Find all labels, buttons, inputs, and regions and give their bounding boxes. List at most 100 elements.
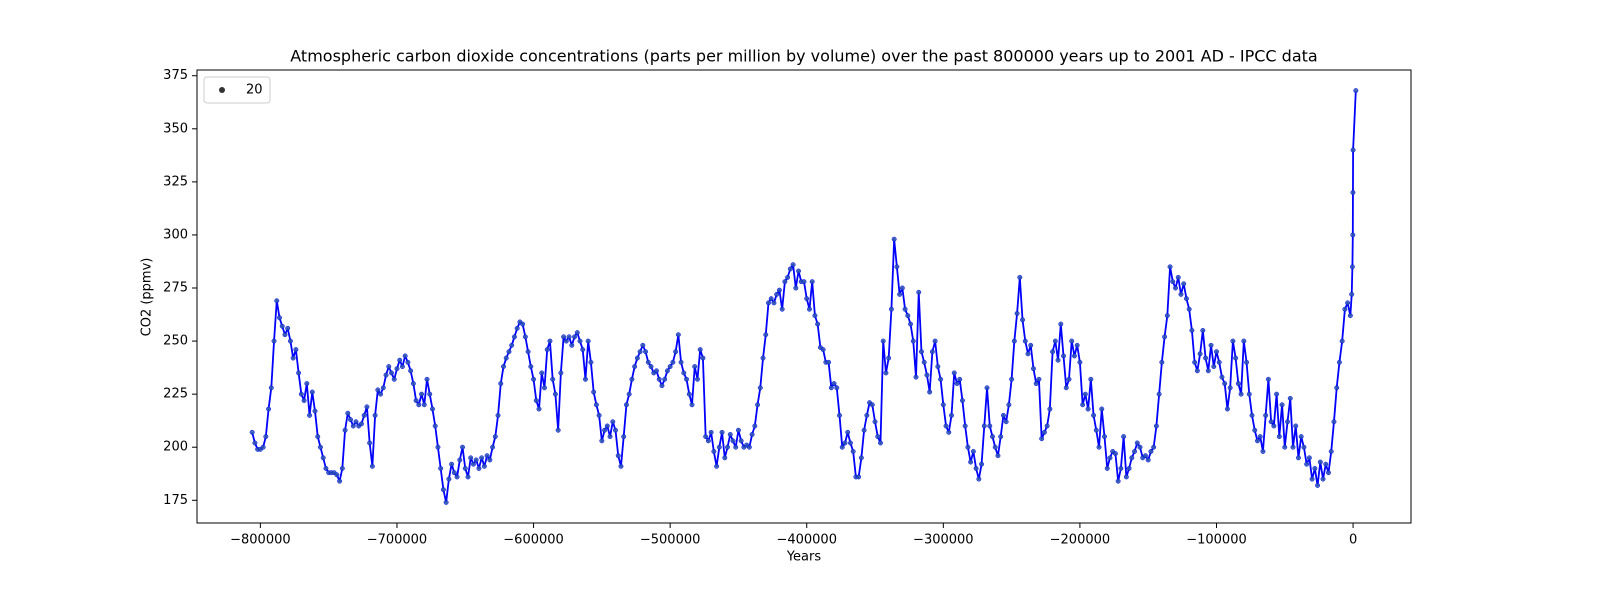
data-point — [1020, 317, 1025, 323]
data-point — [1066, 376, 1072, 382]
data-point — [1265, 376, 1271, 382]
data-point — [757, 385, 763, 391]
data-point — [681, 370, 687, 376]
data-point — [850, 449, 856, 454]
data-point — [815, 321, 821, 327]
data-point — [634, 355, 640, 361]
x-tick-label: −400000 — [776, 533, 837, 548]
data-point — [533, 398, 539, 403]
data-point — [492, 434, 498, 440]
data-point — [1000, 412, 1006, 418]
data-point — [670, 359, 676, 365]
data-point — [1230, 338, 1236, 344]
data-point — [389, 370, 394, 376]
data-point — [249, 429, 255, 435]
data-point — [503, 355, 509, 361]
data-point — [525, 349, 531, 355]
data-point — [771, 300, 777, 306]
data-point — [949, 412, 954, 418]
data-point — [894, 264, 900, 270]
data-point — [1349, 264, 1355, 270]
data-point — [774, 291, 780, 297]
data-point — [875, 434, 881, 440]
data-point — [725, 444, 730, 450]
data-point — [880, 338, 886, 344]
data-point — [391, 376, 397, 382]
data-point — [520, 321, 526, 327]
data-point — [279, 323, 285, 329]
data-point — [1214, 349, 1219, 355]
data-point — [667, 364, 673, 370]
data-point — [1115, 478, 1121, 484]
data-point — [842, 440, 848, 446]
data-point — [454, 474, 460, 480]
data-point — [760, 355, 766, 361]
data-point — [1349, 291, 1355, 297]
data-point — [1052, 338, 1058, 344]
data-point — [583, 376, 588, 382]
data-point — [714, 463, 720, 469]
data-point — [353, 419, 359, 425]
data-point — [1304, 461, 1310, 467]
x-tick-label: −500000 — [640, 533, 701, 548]
data-point — [897, 291, 903, 297]
data-point — [1164, 313, 1170, 319]
data-point — [487, 457, 493, 463]
data-point — [716, 444, 722, 450]
data-point — [509, 342, 515, 348]
data-point — [552, 391, 558, 397]
data-point — [342, 427, 348, 433]
data-point — [1022, 338, 1028, 344]
data-point — [1342, 306, 1348, 312]
data-point — [1293, 423, 1299, 429]
data-point — [599, 438, 605, 444]
chart-title: Atmospheric carbon dioxide concentration… — [290, 47, 1317, 66]
data-point — [675, 332, 681, 338]
data-point — [711, 449, 717, 454]
data-point — [998, 434, 1004, 440]
data-point — [1091, 412, 1097, 418]
data-point — [618, 463, 624, 469]
data-point — [1233, 355, 1239, 361]
data-point — [337, 478, 343, 484]
data-point — [809, 279, 815, 285]
data-point — [1323, 461, 1329, 467]
data-point — [443, 499, 449, 505]
data-point — [727, 432, 733, 437]
data-point — [1145, 457, 1151, 463]
data-point — [1238, 391, 1244, 397]
data-point — [558, 370, 564, 376]
data-point — [689, 402, 695, 408]
data-point — [908, 321, 913, 327]
x-tick-label: 0 — [1349, 533, 1357, 548]
data-point — [1028, 342, 1034, 348]
data-point — [837, 412, 842, 418]
data-point — [266, 406, 272, 412]
data-point — [465, 474, 471, 480]
data-point — [856, 474, 862, 480]
data-point — [397, 357, 403, 363]
y-tick-label: 175 — [163, 493, 188, 508]
data-point — [785, 274, 791, 280]
data-point — [274, 298, 280, 304]
data-point — [735, 427, 741, 433]
data-point — [1263, 412, 1269, 418]
data-point — [1315, 482, 1321, 488]
data-point — [277, 315, 282, 321]
data-point — [1353, 88, 1359, 94]
data-point — [1178, 291, 1184, 297]
data-point — [673, 349, 679, 355]
data-point — [315, 434, 321, 440]
data-point — [451, 470, 457, 476]
data-point — [621, 434, 627, 440]
data-point — [1339, 338, 1345, 344]
data-point — [979, 461, 985, 467]
data-point — [268, 385, 274, 391]
y-tick-label: 325 — [163, 174, 188, 189]
data-point — [722, 455, 728, 461]
data-point — [380, 385, 386, 391]
data-point — [1003, 419, 1009, 425]
data-point — [372, 412, 378, 418]
data-point — [410, 381, 416, 386]
data-point — [580, 347, 586, 353]
